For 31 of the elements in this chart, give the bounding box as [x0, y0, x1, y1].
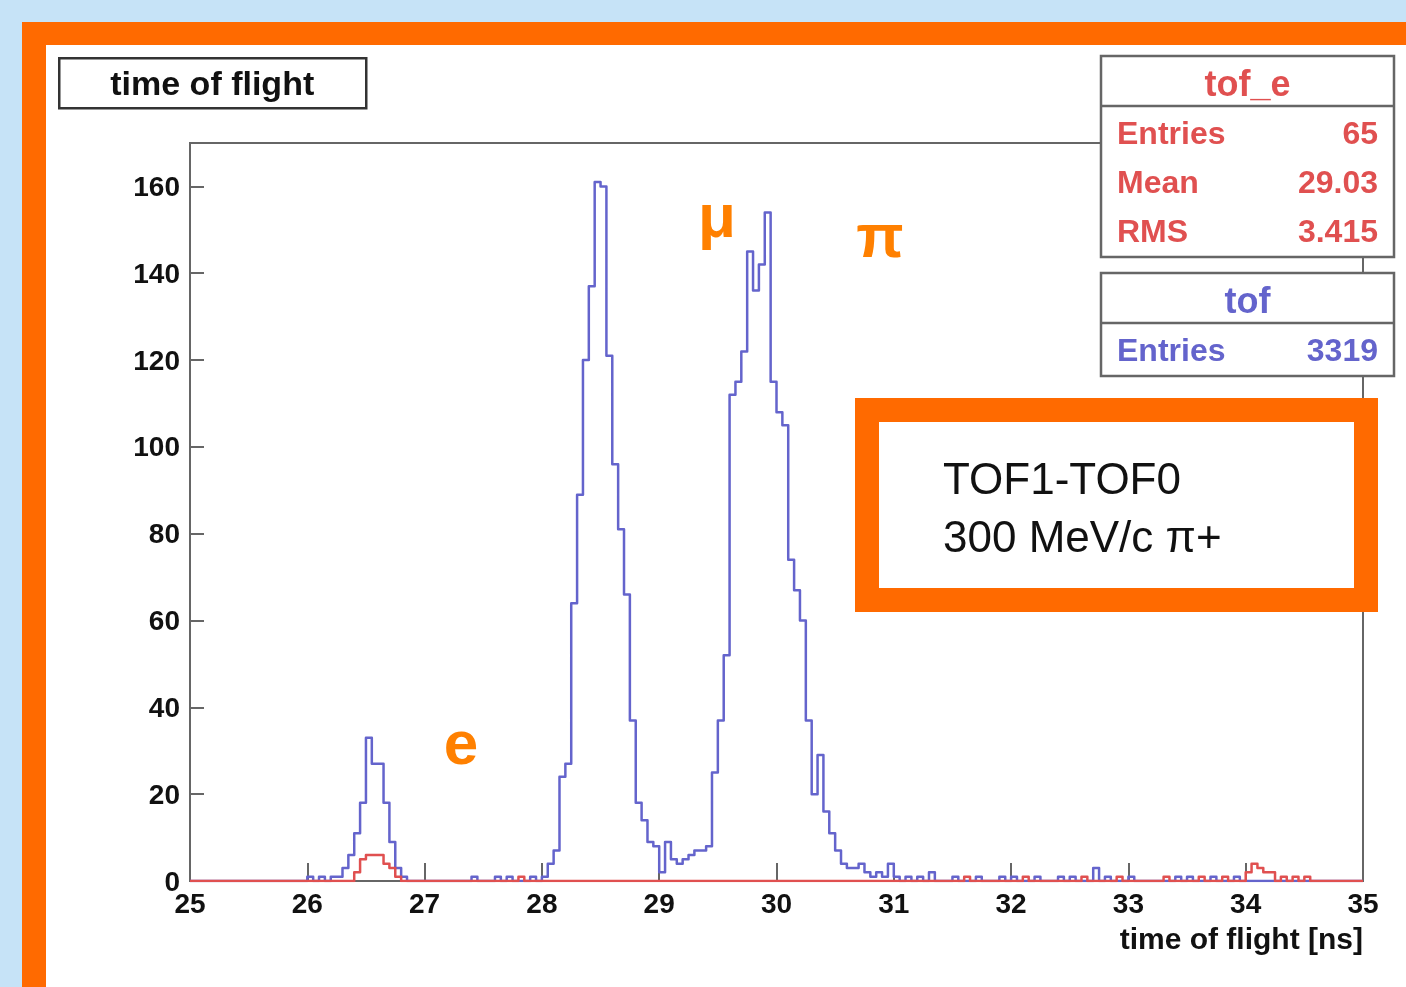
x-tick-label: 33	[1112, 887, 1144, 919]
x-tick-label: 29	[643, 887, 675, 919]
x-tick-label: 31	[878, 887, 910, 919]
x-tick-label: 35	[1347, 887, 1379, 919]
text: RMS 3.415	[1117, 212, 1378, 249]
y-tick-label: 100	[133, 431, 180, 463]
text: Mean 29.03	[1117, 163, 1378, 200]
x-tick-label: 30	[760, 887, 793, 919]
y-tick-label: 80	[148, 518, 180, 550]
annotation: μ	[698, 180, 736, 250]
x-tick-label: 34	[1230, 887, 1262, 919]
x-axis-title: time of flight [ns]	[1119, 921, 1363, 955]
chart-title: time of flight	[110, 64, 315, 103]
note-frame: TOF1-TOF0 300 MeV/c π+	[855, 398, 1378, 612]
annotation: π	[856, 200, 904, 270]
x-tick-label: 26	[291, 887, 323, 919]
y-tick-label: 40	[148, 691, 180, 723]
text: Entries 65	[1117, 114, 1378, 151]
y-tick-label: 20	[148, 778, 180, 810]
x-tick-label: 32	[995, 887, 1027, 919]
x-tick-label: 27	[409, 887, 441, 919]
x-tick-label: 28	[526, 887, 558, 919]
annotation: e	[443, 707, 479, 777]
text: tof	[1224, 279, 1272, 321]
annotation: TOF1-TOF0 300 MeV/c π+	[943, 453, 1222, 563]
y-tick-label: 60	[148, 605, 180, 637]
text: Entries 3319	[1117, 331, 1378, 368]
y-tick-label: 160	[133, 170, 180, 202]
y-tick-label: 140	[133, 257, 180, 289]
y-tick-label: 120	[133, 344, 180, 376]
text: tof_e	[1204, 62, 1291, 104]
